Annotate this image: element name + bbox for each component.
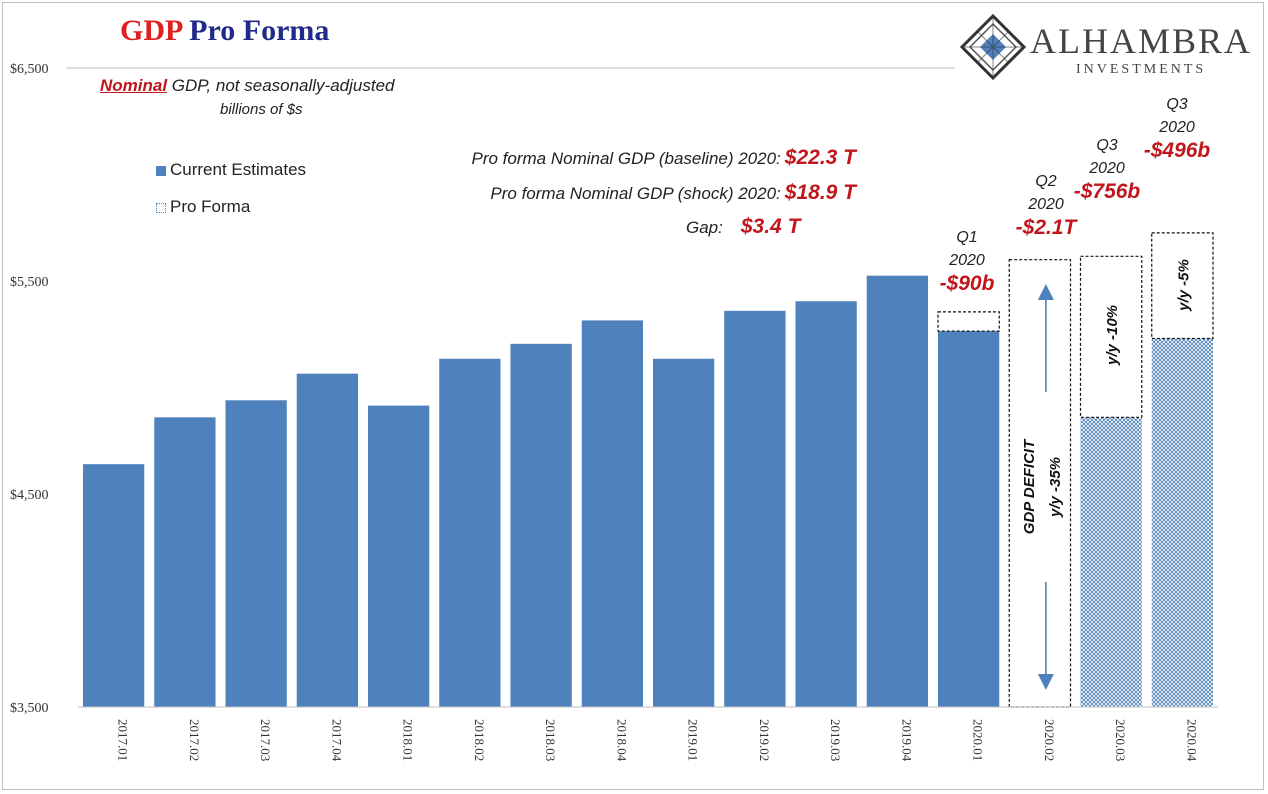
logo-subtext: INVESTMENTS xyxy=(1076,62,1207,77)
bar-proforma-2020.03 xyxy=(1080,417,1142,707)
bar-current-2018.01 xyxy=(367,405,430,707)
legend-label-current: Current Estimates xyxy=(170,160,307,179)
annotation-quarter: Q3 xyxy=(1096,137,1118,154)
bar-proforma-2020.04 xyxy=(1151,338,1214,707)
bar-current-2017.01 xyxy=(82,464,145,707)
annotation-q2-2020: Q2 2020 -$2.1T xyxy=(996,170,1096,239)
title-part-1: GDP xyxy=(120,14,182,47)
annotation-q3-2020: Q3 2020 -$756b xyxy=(1064,134,1150,203)
inner-label-q4-yy: y/y -5% xyxy=(1175,259,1192,312)
bar-current-2018.03 xyxy=(510,343,572,707)
bar-current-2017.04 xyxy=(296,373,359,707)
y-tick-label: $5,500 xyxy=(10,275,49,290)
x-tick-label: 2018.03 xyxy=(543,719,558,761)
logo-text: ALHAMBRA xyxy=(1030,21,1253,61)
subtitle: Nominal GDP, not seasonally-adjusted xyxy=(100,76,395,96)
gap-label: Gap: xyxy=(686,218,723,237)
deficit-box-2020.02 xyxy=(1008,259,1072,708)
bar-current-2020.01 xyxy=(937,331,1000,707)
x-tick-label: 2018.01 xyxy=(401,719,416,761)
proforma-note-baseline: Pro forma Nominal GDP (baseline) 2020: $2… xyxy=(472,146,857,170)
y-tick-label: $6,500 xyxy=(10,62,49,77)
legend-swatch-hatched xyxy=(156,202,166,213)
chart-title: GDP Pro Forma xyxy=(120,14,329,48)
x-tick-label: 2017.03 xyxy=(258,719,273,761)
annotation-quarter: Q1 xyxy=(956,229,978,246)
x-tick-label: 2020.01 xyxy=(971,719,986,761)
annotation-delta: -$90b xyxy=(939,272,995,295)
annotation-delta: -$2.1T xyxy=(1015,216,1077,239)
subtitle-highlight: Nominal xyxy=(100,76,168,95)
annotation-quarter: Q2 xyxy=(1035,173,1057,190)
x-tick-label: 2018.02 xyxy=(472,719,487,761)
proforma-note-label: Pro forma Nominal GDP (shock) 2020: xyxy=(490,184,781,203)
x-tick-label: 2020.02 xyxy=(1042,719,1057,761)
proforma-note-value: $22.3 T xyxy=(784,146,856,169)
inner-label-deficit: GDP DEFICIT xyxy=(1021,438,1038,534)
legend-label-proforma: Pro Forma xyxy=(170,197,251,216)
logo: ALHAMBRA INVESTMENTS xyxy=(958,12,1258,82)
x-tick-label: 2018.04 xyxy=(614,719,629,762)
proforma-note-shock: Pro forma Nominal GDP (shock) 2020: $18.9… xyxy=(490,181,856,205)
deficit-box-2020.01 xyxy=(937,311,1000,332)
bar-current-2018.04 xyxy=(581,320,644,707)
legend-swatch-solid xyxy=(156,165,166,176)
bar-current-2019.02 xyxy=(724,310,786,707)
bar-current-2019.03 xyxy=(795,301,857,707)
subtitle-units: billions of $s xyxy=(220,101,303,118)
deficit-box-2020.04 xyxy=(1151,232,1214,340)
annotation-q4-2020: Q3 2020 -$496b xyxy=(1134,93,1220,162)
proforma-note-value: $18.9 T xyxy=(784,181,856,204)
gap-value: $3.4 T xyxy=(740,215,801,238)
annotation-year: 2020 xyxy=(949,252,985,269)
inner-label-q2-yy: y/y -35% xyxy=(1047,457,1064,518)
x-tick-label: 2020.04 xyxy=(1184,719,1199,762)
x-tick-label: 2017.04 xyxy=(329,719,344,762)
annotation-q1-2020: Q1 2020 -$90b xyxy=(932,226,1002,295)
annotation-year: 2020 xyxy=(1159,119,1195,136)
annotation-quarter: Q3 xyxy=(1166,96,1188,113)
annotation-delta: -$496b xyxy=(1143,139,1211,162)
gap-note: Gap: $3.4 T xyxy=(686,215,800,239)
deficit-box-2020.03 xyxy=(1079,255,1143,418)
diamond-logo-icon xyxy=(960,14,1026,80)
bar-current-2019.01 xyxy=(652,358,715,707)
legend-item-proforma: Pro Forma xyxy=(156,197,250,217)
x-tick-label: 2019.02 xyxy=(757,719,772,761)
y-tick-label: $4,500 xyxy=(10,488,49,503)
bar-current-2017.02 xyxy=(154,417,216,707)
subtitle-rest: GDP, not seasonally-adjusted xyxy=(167,76,395,95)
x-tick-label: 2019.03 xyxy=(828,719,843,761)
x-tick-label: 2017.01 xyxy=(116,719,131,761)
x-tick-label: 2017.02 xyxy=(187,719,202,761)
bar-current-2018.02 xyxy=(439,358,501,707)
legend-item-current: Current Estimates xyxy=(156,160,306,180)
bar-current-2017.03 xyxy=(225,400,287,707)
bar-current-2019.04 xyxy=(866,275,929,707)
y-tick-label: $3,500 xyxy=(10,701,49,716)
x-tick-label: 2019.01 xyxy=(686,719,701,761)
annotation-year: 2020 xyxy=(1028,196,1064,213)
title-part-2: Pro Forma xyxy=(189,14,330,47)
proforma-note-label: Pro forma Nominal GDP (baseline) 2020: xyxy=(471,149,781,168)
inner-label-q3-yy: y/y -10% xyxy=(1104,305,1121,366)
x-tick-label: 2019.04 xyxy=(899,719,914,762)
annotation-year: 2020 xyxy=(1089,160,1125,177)
annotation-delta: -$756b xyxy=(1073,180,1141,203)
x-tick-label: 2020.03 xyxy=(1113,719,1128,761)
